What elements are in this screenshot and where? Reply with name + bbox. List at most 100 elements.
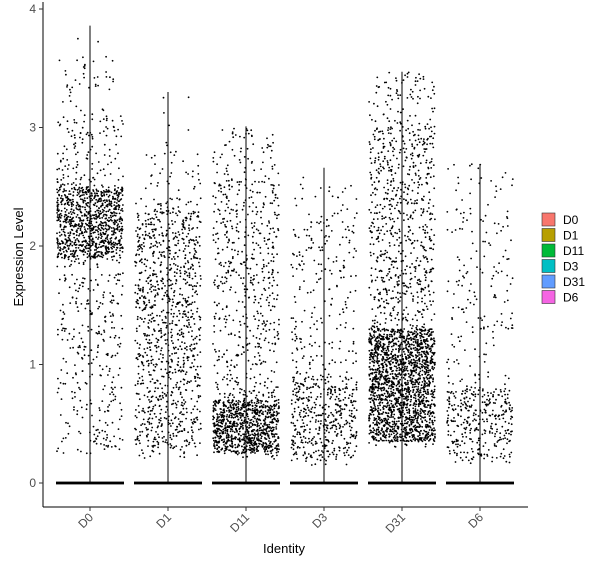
point: [224, 326, 227, 328]
point: [193, 187, 195, 190]
point: [65, 196, 67, 199]
point: [103, 199, 106, 202]
point: [321, 456, 324, 458]
point: [345, 386, 348, 388]
point: [231, 401, 234, 403]
point: [101, 191, 104, 194]
point: [390, 390, 392, 393]
point: [111, 251, 114, 253]
point: [172, 447, 175, 450]
point: [185, 389, 188, 391]
point: [175, 251, 177, 254]
point: [190, 266, 192, 268]
point: [165, 141, 168, 144]
point: [345, 359, 347, 361]
point: [236, 364, 238, 366]
point: [212, 404, 215, 407]
point: [175, 384, 178, 386]
point: [222, 405, 225, 407]
point: [105, 224, 107, 227]
point: [74, 239, 77, 242]
point: [173, 290, 176, 292]
point: [263, 240, 266, 242]
point: [91, 224, 93, 227]
point: [109, 237, 112, 240]
point: [338, 313, 341, 316]
point: [273, 435, 276, 438]
point: [83, 277, 86, 280]
point: [278, 184, 280, 186]
point: [101, 211, 104, 214]
point: [138, 248, 141, 250]
point: [159, 208, 162, 210]
point: [112, 233, 115, 236]
point: [355, 445, 358, 448]
point: [253, 248, 256, 251]
point: [64, 279, 66, 282]
point: [184, 216, 187, 219]
point: [350, 412, 353, 415]
point: [62, 116, 65, 119]
point: [69, 242, 72, 245]
point: [223, 440, 226, 443]
point: [273, 164, 276, 166]
point: [110, 246, 113, 249]
point: [308, 399, 311, 402]
point: [233, 154, 236, 157]
point: [317, 432, 319, 435]
point: [222, 401, 225, 403]
point: [242, 346, 245, 349]
point: [76, 413, 79, 416]
point: [196, 293, 199, 296]
point: [77, 193, 80, 195]
point: [90, 133, 93, 136]
point: [237, 438, 239, 441]
point: [62, 452, 65, 454]
point: [60, 252, 63, 255]
point: [179, 455, 182, 458]
point: [257, 342, 259, 345]
point: [250, 392, 253, 394]
point: [327, 388, 329, 391]
point: [223, 438, 225, 441]
point: [169, 279, 172, 282]
point: [250, 196, 253, 199]
point: [331, 341, 334, 344]
point: [83, 354, 86, 357]
point: [85, 408, 88, 411]
point: [97, 226, 99, 229]
point: [229, 425, 232, 428]
point: [240, 434, 242, 437]
point: [91, 238, 94, 241]
point: [141, 379, 144, 382]
point: [105, 189, 108, 191]
point: [236, 193, 239, 196]
point: [76, 255, 79, 257]
point: [68, 425, 71, 428]
point: [117, 428, 120, 430]
point: [263, 203, 265, 206]
point: [150, 359, 153, 362]
point: [261, 293, 263, 296]
point: [327, 373, 330, 376]
point: [158, 329, 161, 332]
point: [229, 369, 231, 372]
point: [172, 256, 175, 258]
point: [173, 271, 176, 274]
point: [75, 184, 77, 187]
points: [56, 37, 124, 455]
point: [139, 289, 142, 292]
point: [67, 248, 70, 251]
point: [87, 299, 89, 301]
point: [328, 288, 330, 291]
point: [295, 366, 298, 369]
point: [271, 394, 273, 397]
point: [222, 428, 225, 431]
point: [271, 168, 274, 170]
point: [307, 398, 309, 401]
point: [346, 421, 349, 424]
point: [296, 255, 298, 257]
point: [76, 151, 79, 154]
point: [87, 354, 90, 357]
point: [276, 448, 278, 451]
